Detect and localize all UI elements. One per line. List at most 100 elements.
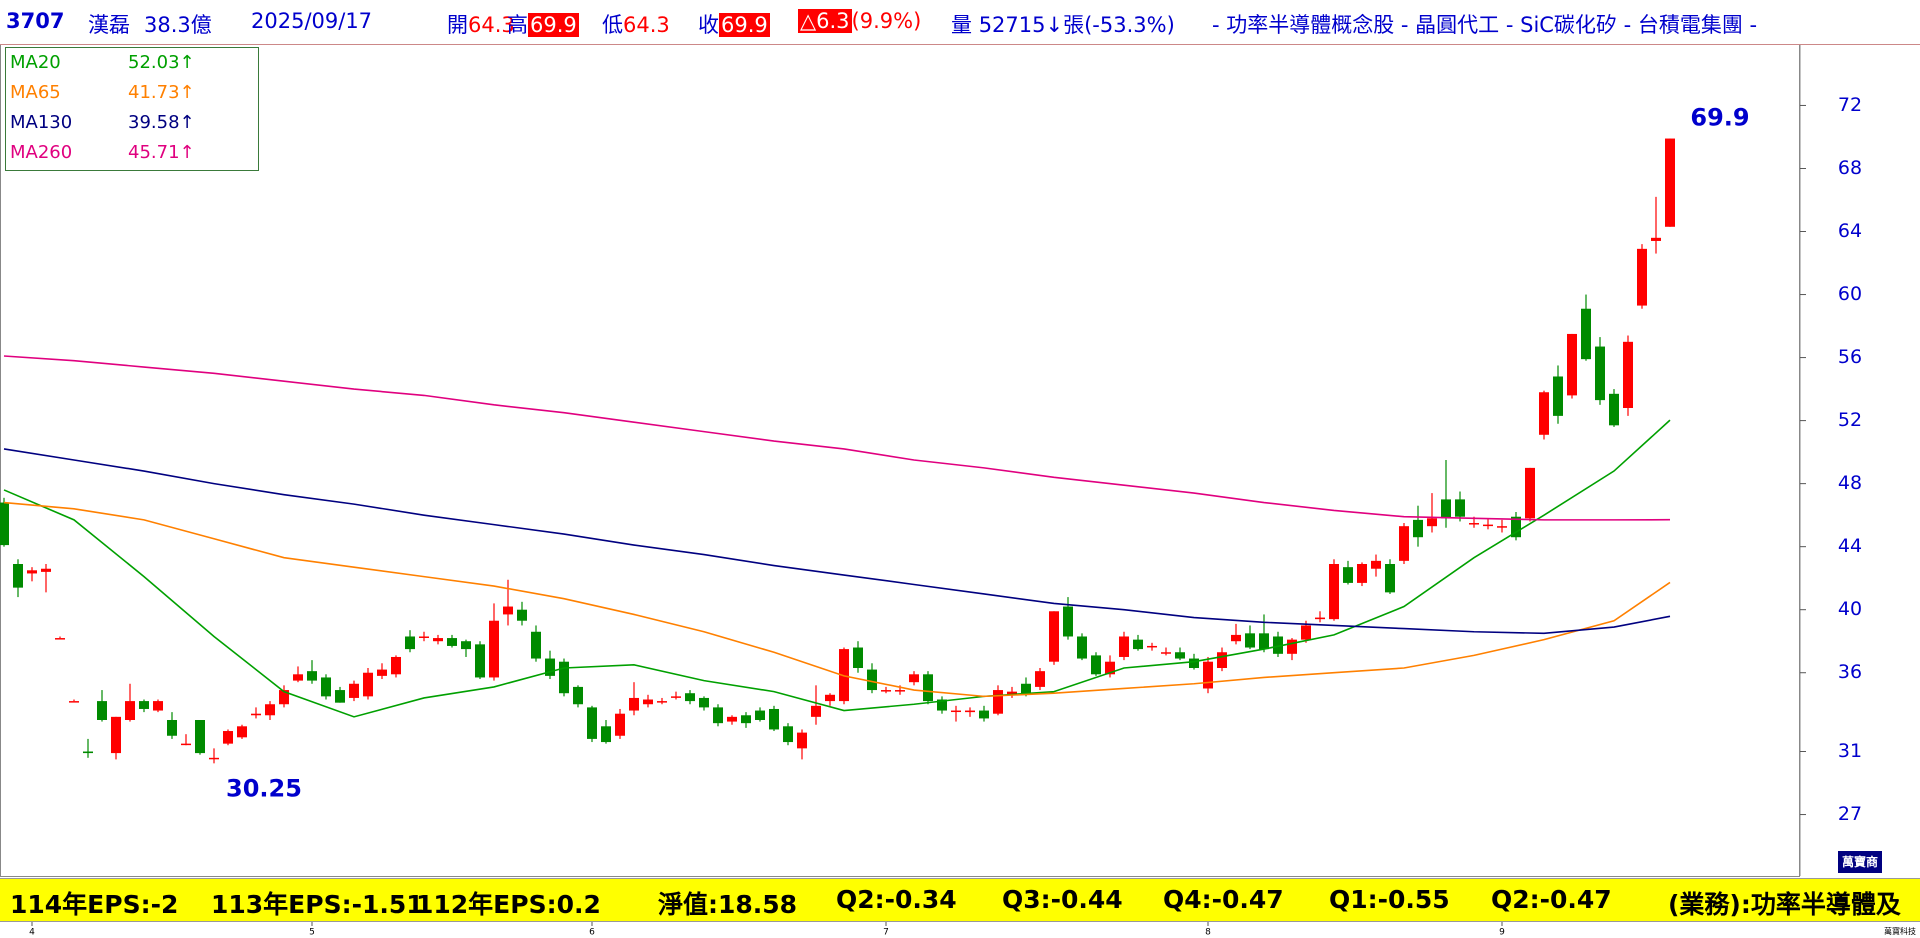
candle-body <box>1217 652 1227 668</box>
candle-body <box>0 502 9 546</box>
candle-body <box>1553 376 1563 416</box>
footer-item: Q2:-0.34 <box>836 885 957 914</box>
close-label: 收 <box>698 13 719 37</box>
high-label: 高 <box>507 13 528 37</box>
y-tick-label: 64 <box>1838 220 1862 242</box>
candle-body <box>951 710 961 713</box>
footer-item: Q3:-0.44 <box>1002 885 1123 914</box>
candle-body <box>909 674 919 683</box>
candle-body <box>1063 606 1073 637</box>
y-tick-label: 52 <box>1838 409 1862 431</box>
candle-body <box>1399 526 1409 561</box>
candle-body <box>1231 634 1241 642</box>
legend: MA20 52.03↑ MA65 41.73↑ MA130 39.58↑ MA260 45.7… <box>5 47 259 171</box>
candle-body <box>167 720 177 736</box>
y-tick-label: 60 <box>1838 283 1862 305</box>
candle-body <box>573 686 583 705</box>
legend-value: 41.73↑ <box>128 82 195 103</box>
candle-body <box>447 638 457 646</box>
open-value: 64.3 <box>468 13 515 37</box>
footer-item: 112年EPS:0.2 <box>416 890 601 919</box>
candle-body <box>937 699 947 711</box>
logo-caption: 萬寶科技 <box>1884 927 1916 936</box>
candle-body <box>475 644 485 678</box>
candle-body <box>895 690 905 692</box>
candle-body <box>1259 633 1269 650</box>
candle-body <box>1287 639 1297 654</box>
x-tick-label: 6 <box>589 928 595 938</box>
extreme-label: 69.9 <box>1690 104 1749 132</box>
candle-body <box>433 638 443 642</box>
candle-body <box>1007 691 1017 695</box>
candle-body <box>405 636 415 650</box>
footer-item: Q4:-0.47 <box>1163 885 1284 914</box>
candle-body <box>587 707 597 739</box>
candle-body <box>1441 499 1451 519</box>
candle-body <box>97 701 107 720</box>
candle-body <box>1133 639 1143 650</box>
footer-item: Q2:-0.47 <box>1491 885 1612 914</box>
candle-body <box>307 671 317 681</box>
candle-body <box>349 683 359 698</box>
candle-body <box>321 677 331 697</box>
footer-bar: 114年EPS:-2 113年EPS:-1.51 112年EPS:0.2 淨值:… <box>0 878 1920 922</box>
candle-body <box>629 697 639 711</box>
candle-body <box>1119 636 1129 657</box>
low-label: 低 <box>602 13 623 37</box>
candle-body <box>13 564 23 588</box>
footer-item: (業務):功率半導體及 <box>1668 890 1901 919</box>
candle-body <box>1525 467 1535 519</box>
low-group: 低64.3 <box>602 9 670 39</box>
candle-body <box>1651 237 1661 241</box>
y-tick-label: 44 <box>1838 535 1862 557</box>
x-tick-label: 9 <box>1499 928 1505 938</box>
tags: - 功率半導體概念股 - 晶圓代工 - SiC碳化矽 - 台積電集團 - <box>1212 13 1758 37</box>
footer-item: 114年EPS:-2 <box>10 890 179 919</box>
candle-body <box>1371 560 1381 569</box>
candle-body <box>1175 652 1185 659</box>
candle-body <box>867 669 877 691</box>
candle-body <box>125 701 135 720</box>
candle-body <box>153 701 163 711</box>
y-tick-label: 72 <box>1838 94 1862 116</box>
high-value: 69.9 <box>528 13 579 37</box>
candle-body <box>1189 658 1199 668</box>
candle-body <box>853 647 863 668</box>
candle-body <box>1329 564 1339 620</box>
volume-label: 量 <box>951 13 972 37</box>
date: 2025/09/17 <box>251 9 373 33</box>
open-group: 開64.3 <box>447 9 515 39</box>
close-group: 收69.9 <box>698 9 770 39</box>
ma-line <box>3 501 1671 698</box>
candle-body <box>1315 617 1325 620</box>
ma-line <box>3 448 1671 635</box>
candle-body <box>293 674 303 681</box>
candle-body <box>111 716 121 754</box>
legend-name: MA20 <box>10 52 61 73</box>
candle-body <box>1427 518 1437 527</box>
legend-entry: MA130 39.58↑ <box>6 109 258 138</box>
candle-body <box>83 751 93 754</box>
candle-body <box>489 620 499 678</box>
candle-body <box>531 631 541 659</box>
candle-body <box>1077 636 1087 659</box>
footer-item: 113年EPS:-1.51 <box>211 890 424 919</box>
candle-body <box>209 757 219 760</box>
candle-body <box>419 636 429 638</box>
candle-body <box>755 710 765 720</box>
candle-body <box>1161 652 1171 654</box>
candle-body <box>685 693 695 702</box>
y-tick-label: 68 <box>1838 157 1862 179</box>
extreme-label: 30.25 <box>226 774 302 802</box>
y-tick-label: 48 <box>1838 472 1862 494</box>
candle-body <box>237 726 247 738</box>
x-tick-label: 8 <box>1205 928 1211 938</box>
candle-body <box>1483 524 1493 527</box>
candle-body <box>811 705 821 717</box>
ma-line <box>3 355 1671 521</box>
candle-body <box>1609 393 1619 426</box>
legend-value: 45.71↑ <box>128 142 195 163</box>
low-value: 64.3 <box>623 13 670 37</box>
candle-body <box>825 694 835 702</box>
close-value: 69.9 <box>719 13 770 37</box>
